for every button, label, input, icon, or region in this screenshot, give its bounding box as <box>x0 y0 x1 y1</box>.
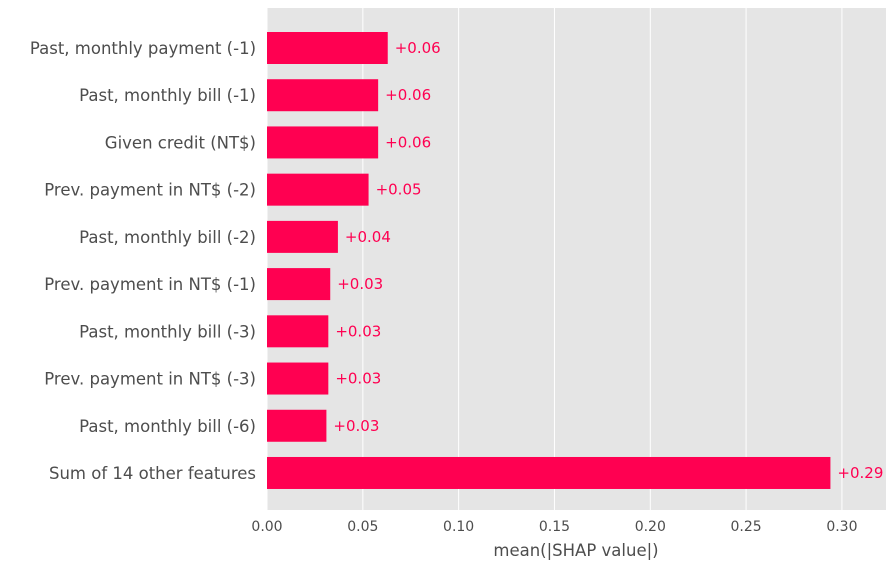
category-label: Past, monthly bill (-6) <box>79 417 256 436</box>
bar <box>267 268 331 301</box>
x-tick-labels: 0.00 0.05 0.10 0.15 0.20 0.25 0.30 <box>251 519 857 535</box>
bar <box>267 315 329 348</box>
bar <box>267 126 379 159</box>
category-labels: Past, monthly payment (-1) Past, monthly … <box>30 39 256 483</box>
x-tick-label: 0.05 <box>347 519 378 535</box>
x-tick-label: 0.15 <box>539 519 570 535</box>
data-label: +0.03 <box>335 322 381 340</box>
bar <box>267 32 388 64</box>
data-label: +0.05 <box>376 181 422 199</box>
data-label: +0.06 <box>385 133 431 151</box>
bar <box>267 173 369 206</box>
data-label: +0.06 <box>395 39 441 57</box>
x-tick-label: 0.30 <box>826 519 857 535</box>
category-label: Prev. payment in NT$ (-2) <box>44 181 256 200</box>
bar <box>267 409 327 442</box>
category-label: Past, monthly payment (-1) <box>30 39 256 58</box>
data-labels: +0.06 +0.06 +0.06 +0.05 +0.04 +0.03 +0.03 +0.03… <box>333 39 883 482</box>
data-label: +0.03 <box>337 275 383 293</box>
category-label: Sum of 14 other features <box>49 464 256 483</box>
x-tick-label: 0.25 <box>731 519 762 535</box>
x-axis-title: mean(|SHAP value|) <box>493 541 658 560</box>
data-label: +0.03 <box>333 417 379 435</box>
category-label: Past, monthly bill (-1) <box>79 86 256 105</box>
data-label: +0.29 <box>837 464 883 482</box>
data-label: +0.06 <box>385 86 431 104</box>
bar <box>267 79 379 112</box>
data-label: +0.04 <box>345 228 391 246</box>
data-label: +0.03 <box>335 370 381 388</box>
bar <box>267 456 831 489</box>
x-tick-label: 0.00 <box>251 519 282 535</box>
category-label: Prev. payment in NT$ (-3) <box>44 370 256 389</box>
bar <box>267 220 338 253</box>
category-label: Past, monthly bill (-3) <box>79 322 256 341</box>
x-tick-label: 0.10 <box>443 519 474 535</box>
category-label: Prev. payment in NT$ (-1) <box>44 275 256 294</box>
x-tick-label: 0.20 <box>635 519 666 535</box>
category-label: Past, monthly bill (-2) <box>79 228 256 247</box>
category-label: Given credit (NT$) <box>105 133 256 152</box>
bar <box>267 362 329 395</box>
bars <box>267 32 831 489</box>
